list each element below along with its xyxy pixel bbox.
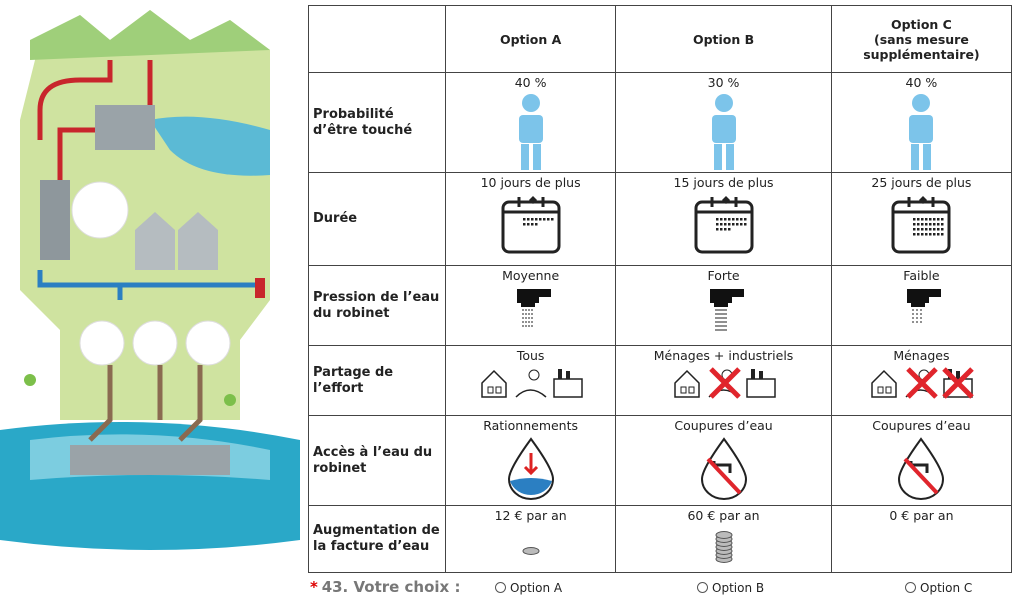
cell-icon [832,285,1011,337]
radio-button[interactable] [905,582,916,593]
radio-button[interactable] [495,582,506,593]
choice-option[interactable]: Option C [905,581,972,595]
attribute-row: Augmentation de la facture d’eau 12 € par… [308,505,1013,573]
cell-text: Coupures d’eau [872,418,971,433]
options-table: Option A Option B Option C (sans mesure su… [308,5,1013,573]
cell-text: Rationnements [483,418,579,433]
water-cycle-illustration [0,10,300,550]
cell-text: Ménages [893,348,950,363]
row-label: Durée [308,172,446,266]
option-cell: Tous [444,345,617,416]
cell-icon [616,525,831,567]
option-cell: Ménages + industriels [615,345,832,416]
cell-text: Moyenne [502,268,560,283]
cell-text: 40 % [514,75,547,90]
cell-text: 25 jours de plus [871,175,972,190]
option-cell: 60 € par an [615,505,832,573]
cell-icon [446,365,615,401]
choice-label: Option B [712,581,765,595]
cell-text: 40 % [905,75,938,90]
attribute-row: Pression de l’eau du robinet Moyenne Forte… [308,265,1013,346]
cell-icon [832,365,1011,401]
cell-icon [446,92,615,172]
option-cell: 0 € par an [830,505,1013,573]
attribute-row: Durée 10 jours de plus 15 jours de plus 25 … [308,172,1013,266]
row-label: Accès à l’eau du robinet [308,415,446,506]
cell-icon [616,285,831,337]
cell-icon [616,435,831,501]
cell-icon [446,541,615,559]
cell-text: Tous [516,348,545,363]
cell-text: 60 € par an [687,508,760,523]
option-cell: 40 % [444,72,617,173]
cell-text: 12 € par an [494,508,567,523]
option-header: Option B [615,5,832,73]
question: * 43. Votre choix : Option A Option B Opti… [310,578,1010,597]
option-cell: 15 jours de plus [615,172,832,266]
option-cell: Rationnements [444,415,617,506]
cell-icon [446,285,615,337]
option-cell: Coupures d’eau [830,415,1013,506]
cell-text: 10 jours de plus [480,175,581,190]
cell-icon [616,92,831,172]
cell-text: 15 jours de plus [673,175,774,190]
row-label: Pression de l’eau du robinet [308,265,446,346]
choice-label: Option C [920,581,973,595]
attribute-row: Probabilité d’être touché 40 % 30 % 40 % [308,72,1013,173]
option-cell: Coupures d’eau [615,415,832,506]
option-cell: Ménages [830,345,1013,416]
option-cell: Moyenne [444,265,617,346]
cell-icon [446,435,615,501]
attribute-row: Accès à l’eau du robinet Rationnements Cou… [308,415,1013,506]
cell-icon [616,365,831,401]
radio-button[interactable] [697,582,708,593]
option-cell: Faible [830,265,1013,346]
row-label: Augmentation de la facture d’eau [308,505,446,573]
cell-text: Forte [707,268,740,283]
header-corner [308,5,446,73]
cell-icon [832,192,1011,256]
cell-icon [832,92,1011,172]
row-label: Partage de l’effort [308,345,446,416]
choice-label: Option A [510,581,563,595]
question-label: 43. Votre choix : [321,578,461,596]
option-cell: 40 % [830,72,1013,173]
cell-icon [616,192,831,256]
choice-option[interactable]: Option B [697,581,764,595]
option-cell: Forte [615,265,832,346]
cell-text: 0 € par an [889,508,954,523]
attribute-row: Partage de l’effort Tous Ménages + industr… [308,345,1013,416]
option-header: Option A [444,5,617,73]
choice-option[interactable]: Option A [495,581,562,595]
cell-text: 30 % [707,75,740,90]
row-label: Probabilité d’être touché [308,72,446,173]
cell-icon [446,192,615,256]
option-cell: 10 jours de plus [444,172,617,266]
cell-text: Coupures d’eau [674,418,773,433]
option-cell: 30 % [615,72,832,173]
option-cell: 12 € par an [444,505,617,573]
option-header: Option C (sans mesure supplémentaire) [830,5,1013,73]
required-mark: * [310,578,318,596]
header-row: Option A Option B Option C (sans mesure su… [308,5,1013,73]
option-cell: 25 jours de plus [830,172,1013,266]
cell-icon [832,435,1011,501]
cell-text: Faible [903,268,940,283]
cell-text: Ménages + industriels [653,348,794,363]
